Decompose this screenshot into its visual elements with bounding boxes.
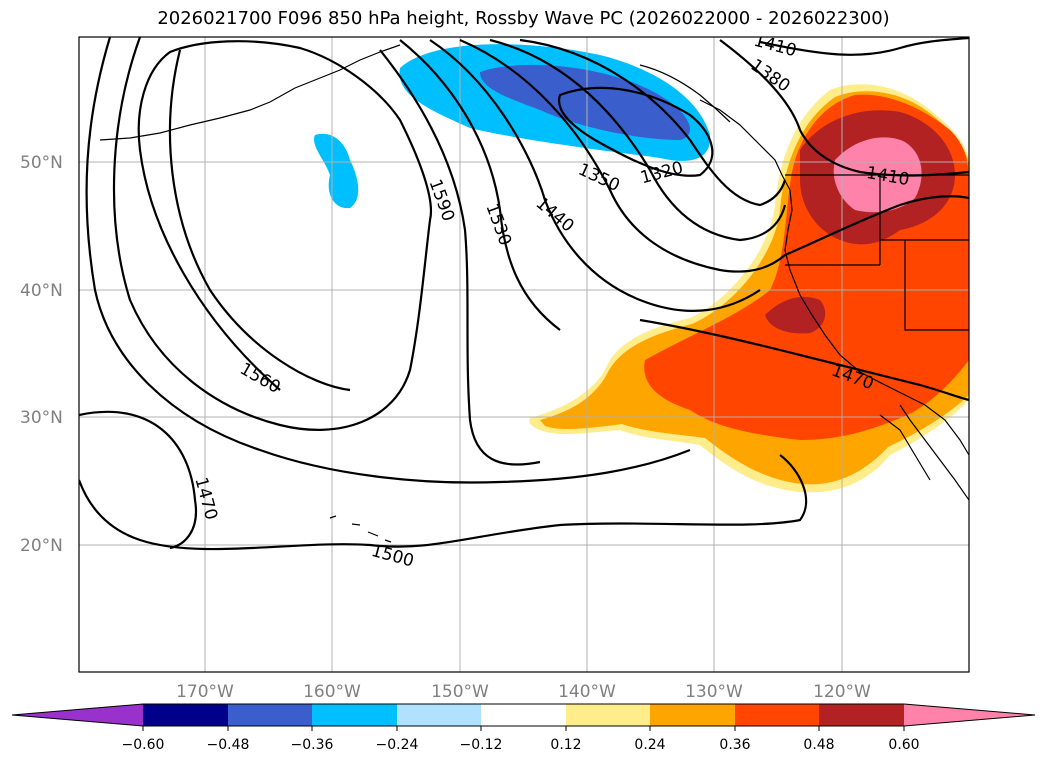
- colorbar-segment: [566, 704, 650, 726]
- colorbar-tick-label: −0.24: [376, 737, 419, 753]
- lon-label: 150°W: [431, 682, 489, 702]
- lat-label: 40°N: [20, 281, 63, 301]
- longitude-labels: 170°W 160°W 150°W 140°W 130°W 120°W: [176, 682, 871, 702]
- colorbar-tick-label: −0.48: [207, 737, 250, 753]
- negative-anomaly-shading: [313, 44, 969, 305]
- lat-label: 50°N: [20, 153, 63, 173]
- lat-label: 20°N: [20, 536, 63, 556]
- map-frame: [78, 36, 970, 673]
- colorbar-tick-label: 0.24: [634, 737, 665, 753]
- colorbar: [11, 703, 1036, 727]
- colorbar-segment: [143, 704, 228, 726]
- lon-label: 140°W: [558, 682, 616, 702]
- colorbar-segment: [819, 704, 904, 726]
- colorbar-tick-label: 0.12: [550, 737, 581, 753]
- gridlines: [79, 37, 969, 672]
- colorbar-tick-label: 0.60: [888, 737, 919, 753]
- colorbar-segment: [312, 704, 397, 726]
- colorbar-tick-labels: −0.60 −0.48 −0.36 −0.24 −0.12 0.12 0.24 …: [122, 726, 920, 753]
- map-title: 2026021700 F096 850 hPa height, Rossby W…: [157, 8, 890, 29]
- lon-label: 160°W: [303, 682, 361, 702]
- colorbar-tick-label: 0.48: [803, 737, 834, 753]
- colorbar-segment: [397, 704, 481, 726]
- colorbar-extend-low: [12, 704, 143, 726]
- lon-label: 120°W: [813, 682, 871, 702]
- colorbar-tick-label: −0.60: [122, 737, 165, 753]
- colorbar-segment: [481, 704, 566, 726]
- lon-label: 130°W: [685, 682, 743, 702]
- height-contours: [79, 37, 969, 551]
- colorbar-tick-label: −0.36: [291, 737, 334, 753]
- colorbar-segment: [650, 704, 735, 726]
- colorbar-segment: [228, 704, 312, 726]
- colorbar-tick-label: 0.36: [719, 737, 750, 753]
- lat-label: 30°N: [20, 408, 63, 428]
- colorbar-tick-label: −0.12: [460, 737, 503, 753]
- latitude-labels: 50°N 40°N 30°N 20°N: [20, 153, 63, 556]
- colorbar-segment: [735, 704, 819, 726]
- positive-anomaly-shading: [529, 84, 969, 493]
- colorbar-extend-high: [904, 704, 1035, 726]
- lon-label: 170°W: [176, 682, 234, 702]
